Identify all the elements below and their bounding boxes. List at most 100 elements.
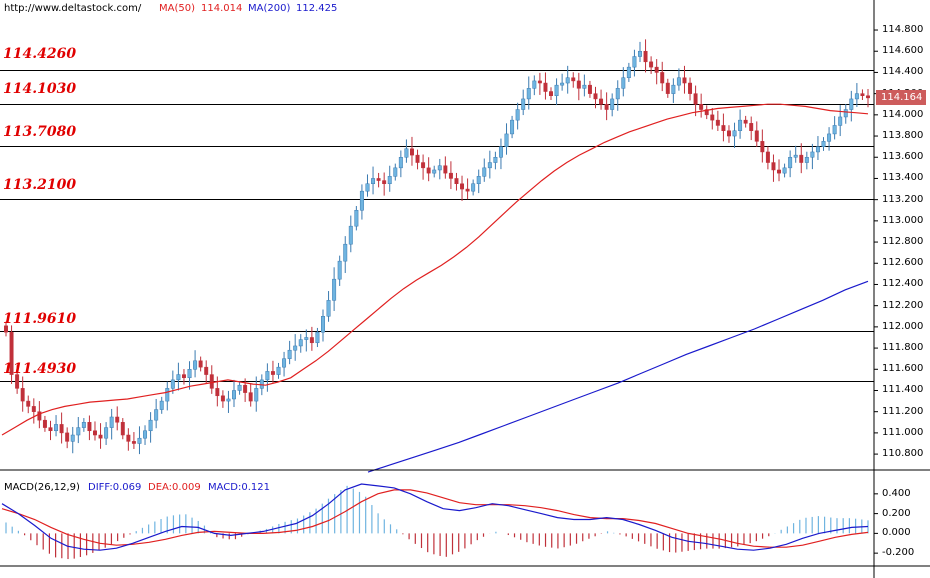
candle-body <box>321 316 325 333</box>
price-tick-label: 111.200 <box>882 405 924 417</box>
candle-body <box>270 371 275 375</box>
candle <box>471 179 476 196</box>
candle-body <box>460 183 464 190</box>
candle-body <box>376 178 381 181</box>
candle-body <box>749 123 754 131</box>
candle-body <box>860 93 865 97</box>
candle <box>699 93 704 118</box>
price-tick-label: 111.000 <box>882 426 924 438</box>
candle-body <box>304 337 309 340</box>
candle <box>649 56 654 74</box>
candle <box>799 143 804 174</box>
candle <box>315 327 320 348</box>
candle <box>654 59 659 85</box>
candle <box>726 125 731 143</box>
candle <box>493 151 498 170</box>
candle-body <box>293 345 298 351</box>
price-tick-label: 111.400 <box>882 384 924 396</box>
candle-body <box>604 103 609 110</box>
candle <box>159 396 164 414</box>
candle <box>765 146 770 170</box>
candle <box>782 163 787 178</box>
candle <box>777 159 781 182</box>
candle-body <box>765 151 770 163</box>
candle <box>665 78 670 98</box>
candle <box>432 165 437 178</box>
candle <box>309 326 314 351</box>
candle-body <box>371 178 376 185</box>
candle <box>398 150 403 178</box>
ma50-layer <box>1 103 869 436</box>
candle <box>738 109 743 139</box>
candle <box>282 351 287 377</box>
candle-body <box>782 167 787 174</box>
candle-body <box>315 331 320 344</box>
price-tick-label: 114.000 <box>882 108 924 120</box>
site-url[interactable]: http://www.deltastock.com/ <box>4 3 142 14</box>
candle-body <box>593 93 598 100</box>
candle <box>521 89 526 116</box>
candle-body <box>788 156 793 169</box>
candle <box>109 408 114 440</box>
candle-body <box>754 130 759 142</box>
candle-body <box>70 434 75 442</box>
candle-body <box>738 119 743 131</box>
candle <box>415 149 420 170</box>
candle <box>532 75 537 96</box>
candle-body <box>276 366 281 375</box>
candle-body <box>404 148 409 158</box>
candle-body <box>437 165 442 171</box>
candle-body <box>471 183 476 192</box>
candle-body <box>671 84 676 94</box>
candle-body <box>493 156 498 163</box>
candle-body <box>532 80 537 89</box>
candle <box>20 376 25 412</box>
candles-layer <box>4 39 870 455</box>
candle-body <box>104 427 109 439</box>
candle-body <box>81 422 86 428</box>
candle-body <box>42 419 47 428</box>
candle-body <box>254 388 259 402</box>
candle <box>81 418 86 432</box>
candle-body <box>676 77 681 86</box>
ma50-label: MA(50) <box>159 3 195 14</box>
candle <box>560 73 565 91</box>
candle <box>176 362 181 391</box>
candle-body <box>487 162 492 169</box>
candle-body <box>143 430 148 439</box>
candle-body <box>838 116 843 126</box>
candle <box>293 334 298 361</box>
ma200-layer <box>367 280 869 473</box>
candle-body <box>159 400 164 410</box>
candle-body <box>415 154 420 163</box>
candle <box>715 110 720 131</box>
candle <box>482 158 487 182</box>
candle <box>104 422 109 445</box>
candle <box>593 86 598 109</box>
candle <box>610 93 615 117</box>
price-tick-label: 111.600 <box>882 363 924 375</box>
candle <box>827 127 832 151</box>
candle <box>187 361 192 390</box>
candle-body <box>649 61 654 68</box>
candle-body <box>715 119 720 126</box>
candle-body <box>65 432 70 442</box>
candle <box>443 156 448 179</box>
candle <box>537 72 542 95</box>
candle-body <box>120 422 125 436</box>
candle <box>582 74 587 97</box>
candle <box>376 172 381 188</box>
candle <box>821 137 826 151</box>
price-tick-label: 112.000 <box>882 320 924 332</box>
candle-body <box>131 441 136 444</box>
candle <box>465 178 470 200</box>
candle-body <box>710 114 715 121</box>
candle <box>209 365 214 394</box>
candle-body <box>660 72 665 84</box>
candle-body <box>76 427 81 436</box>
candle-body <box>26 400 31 407</box>
candle-body <box>799 154 804 163</box>
candle <box>437 158 442 180</box>
candle-body <box>526 88 531 100</box>
